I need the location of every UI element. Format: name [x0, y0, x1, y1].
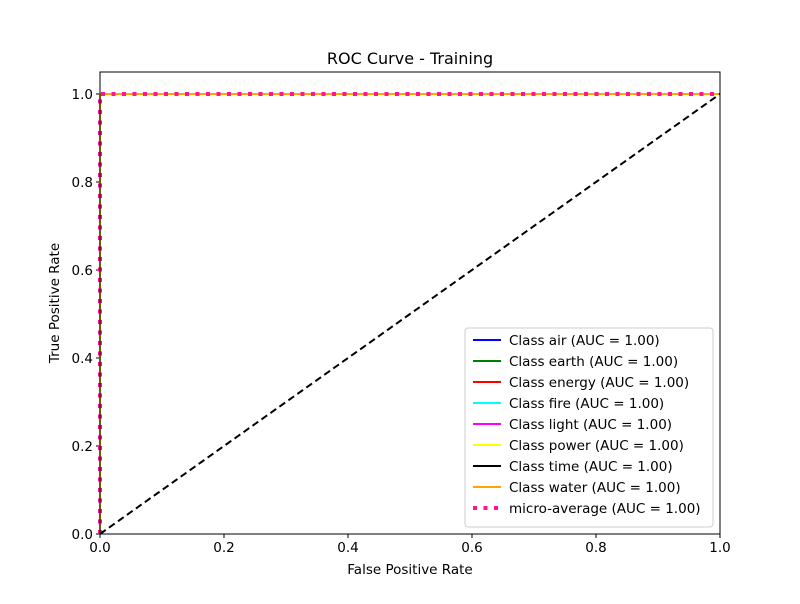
y-tick-label: 0.6	[72, 263, 93, 279]
chart-title: ROC Curve - Training	[327, 49, 493, 68]
x-tick-label: 0.4	[337, 540, 358, 556]
legend-label: Class energy (AUC = 1.00)	[509, 375, 689, 391]
x-axis-label: False Positive Rate	[347, 562, 472, 578]
y-tick-label: 0.2	[72, 439, 93, 455]
legend-box	[464, 327, 714, 528]
legend-label: Class light (AUC = 1.00)	[509, 417, 672, 433]
legend: Class air (AUC = 1.00) Class earth (AUC =…	[464, 327, 714, 528]
legend-label: Class fire (AUC = 1.00)	[509, 396, 664, 412]
x-tick-label: 0.2	[213, 540, 234, 556]
y-tick-label: 0.8	[72, 175, 93, 191]
x-tick-label: 0.8	[585, 540, 606, 556]
x-tick-label: 0.6	[461, 540, 482, 556]
y-tick-label: 1.0	[72, 87, 93, 103]
x-tick-label: 1.0	[709, 540, 730, 556]
x-tick-label: 0.0	[89, 540, 110, 556]
y-axis-label: True Positive Rate	[47, 243, 63, 364]
axes-frame	[99, 71, 721, 535]
axis-ticks: 0.0 0.2 0.4 0.6 0.8 1.0 0.0 0.2 0.4 0.6 0.8 1.0	[72, 87, 731, 556]
legend-label: Class water (AUC = 1.00)	[509, 480, 681, 496]
legend-label: micro-average (AUC = 1.00)	[509, 501, 701, 517]
legend-label: Class earth (AUC = 1.00)	[509, 354, 678, 370]
reference-diagonal-line	[99, 93, 721, 535]
series-line-8	[98, 92, 720, 534]
legend-label: Class power (AUC = 1.00)	[509, 438, 684, 454]
y-tick-label: 0.0	[72, 527, 93, 543]
legend-label: Class time (AUC = 1.00)	[509, 459, 673, 475]
y-tick-label: 0.4	[72, 351, 93, 367]
legend-label: Class air (AUC = 1.00)	[509, 333, 660, 349]
